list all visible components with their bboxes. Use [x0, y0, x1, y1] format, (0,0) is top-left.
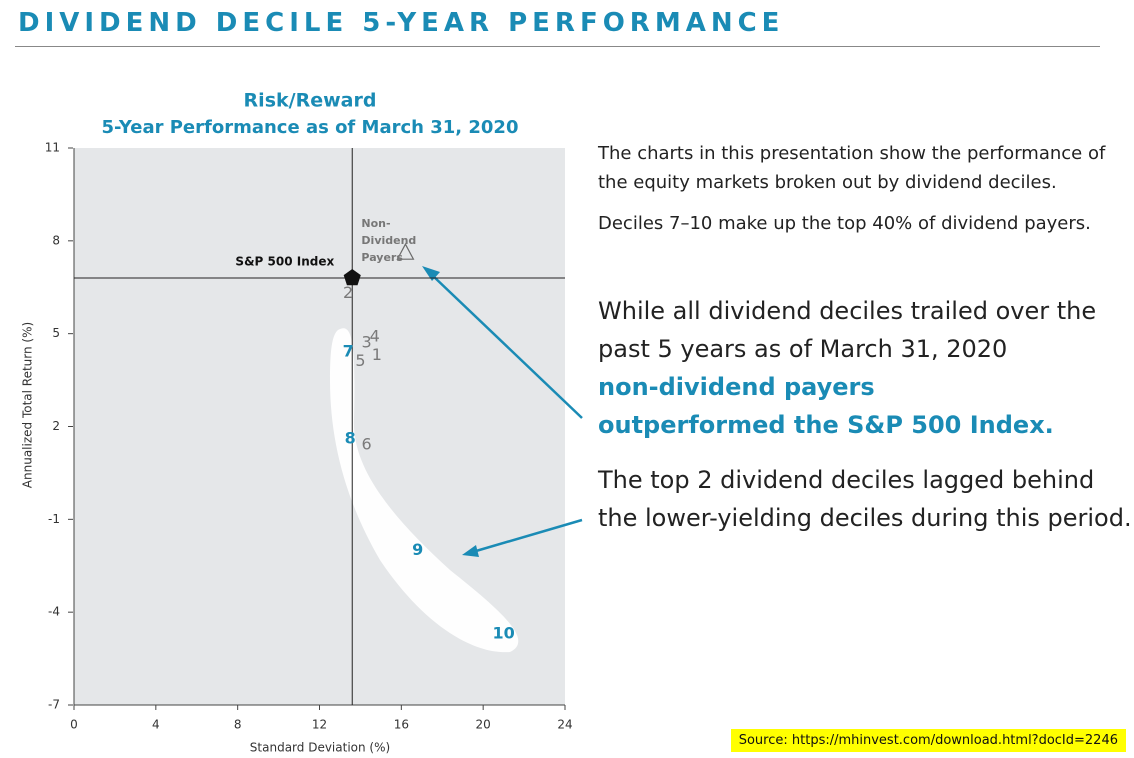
- x-tick-label: 8: [234, 718, 242, 732]
- highlight-emphasis: non-dividend payers outperformed the S&P…: [598, 373, 1054, 439]
- chart-subtitle: 5-Year Performance as of March 31, 2020: [102, 117, 519, 138]
- x-tick-label: 4: [152, 718, 160, 732]
- point: 8: [345, 428, 356, 447]
- y-tick-label: 5: [52, 326, 60, 340]
- y-tick-label: 2: [52, 419, 60, 433]
- point: 4: [370, 326, 380, 345]
- point: 10: [492, 623, 514, 642]
- y-tick-label: -1: [48, 512, 60, 526]
- intro-text: The charts in this presentation show the…: [598, 143, 1106, 193]
- y-tick-label: 8: [52, 233, 60, 247]
- y-tick-label: 11: [45, 141, 60, 155]
- point: 5: [355, 351, 365, 370]
- y-tick-label: -7: [48, 698, 60, 712]
- point: 2: [343, 283, 353, 302]
- chart-title: Risk/Reward: [244, 90, 377, 112]
- point: [396, 242, 415, 260]
- x-tick-label: 16: [394, 718, 409, 732]
- highlight-text: While all dividend deciles trailed over …: [598, 297, 1097, 363]
- x-axis-label: Standard Deviation (%): [250, 741, 390, 755]
- point: 1: [372, 345, 382, 364]
- page-title: DIVIDEND DECILE 5-YEAR PERFORMANCE: [18, 8, 785, 38]
- point: 9: [412, 540, 423, 559]
- note-text: The top 2 dividend deciles lagged behind…: [598, 466, 1132, 532]
- point: [343, 268, 361, 286]
- highlight-shape: [330, 328, 519, 653]
- arrows: [422, 266, 583, 557]
- y-tick-label: -4: [48, 605, 60, 619]
- title-rule: [15, 46, 1100, 47]
- intro-text: Deciles 7–10 make up the top 40% of divi…: [598, 213, 1091, 234]
- y-axis-label: Annualized Total Return (%): [21, 322, 35, 488]
- point-label: S&P 500 Index: [235, 254, 334, 268]
- point-label: Non-Dividend Payers: [361, 217, 417, 265]
- point: 6: [361, 435, 371, 454]
- point: 3: [361, 332, 371, 351]
- x-tick-label: 0: [70, 718, 78, 732]
- source: Source: https://mhinvest.com/download.ht…: [730, 729, 1126, 752]
- x-tick-label: 12: [312, 718, 327, 732]
- x-tick-label: 20: [476, 718, 491, 732]
- x-tick-label: 24: [557, 718, 572, 732]
- point: 7: [343, 342, 354, 361]
